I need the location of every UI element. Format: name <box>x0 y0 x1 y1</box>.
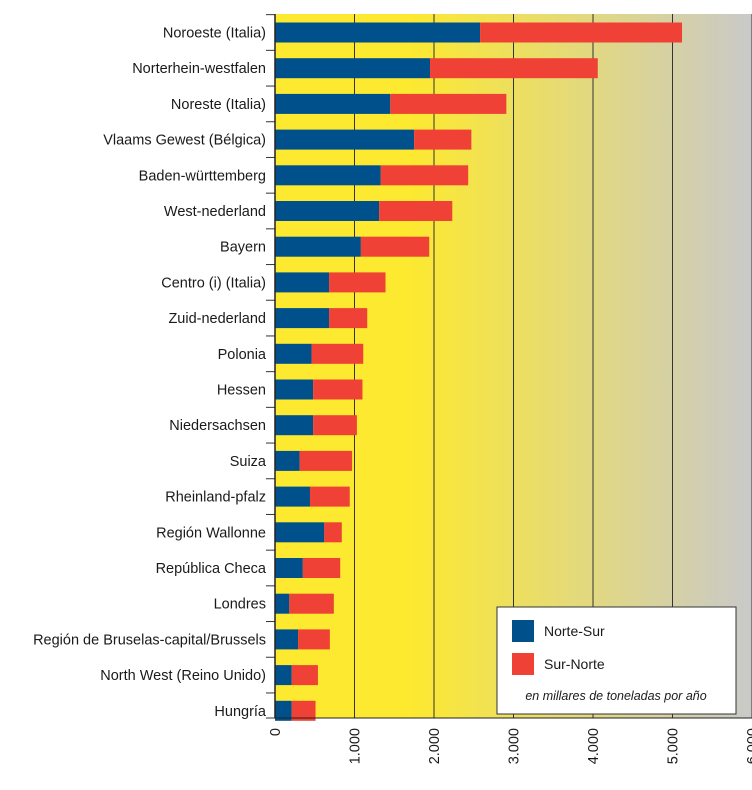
bar-segment-norte-sur <box>275 272 329 292</box>
legend-swatch-norte-sur <box>512 620 534 642</box>
category-label: Hungría <box>214 704 267 720</box>
bar-segment-sur-norte <box>414 130 471 150</box>
category-label: Suiza <box>230 454 267 470</box>
category-labels: Noroeste (Italia) Norterhein-westfalen Nor… <box>33 26 267 720</box>
legend-label-sur-norte: Sur-Norte <box>544 656 605 672</box>
bar-segment-sur-norte <box>303 558 340 578</box>
bar-segment-sur-norte <box>292 665 318 685</box>
x-tick-label: 5.000 <box>666 728 682 764</box>
category-label: Zuid-nederland <box>168 311 266 327</box>
category-label: Baden-württemberg <box>139 168 266 184</box>
x-tick-label: 3.000 <box>507 728 523 764</box>
bar-segment-norte-sur <box>275 237 361 257</box>
bar-segment-norte-sur <box>275 665 292 685</box>
bar-segment-norte-sur <box>275 522 324 542</box>
bar-segment-norte-sur <box>275 308 329 328</box>
bar-segment-norte-sur <box>275 487 310 507</box>
bar-segment-norte-sur <box>275 594 289 614</box>
bar-segment-norte-sur <box>275 165 381 185</box>
bar-segment-norte-sur <box>275 344 312 364</box>
category-label: Rheinland-pfalz <box>165 490 266 506</box>
bar-segment-sur-norte <box>390 94 506 114</box>
bar-segment-sur-norte <box>313 380 362 400</box>
legend-unit-note: en millares de toneladas por año <box>525 689 706 703</box>
x-tick-labels: 0 1.000 2.000 3.000 4.000 5.000 6.000 <box>268 728 752 764</box>
category-label: Niedersachsen <box>169 418 266 434</box>
legend: Norte-Sur Sur-Norte en millares de tonel… <box>497 607 736 714</box>
bar-segment-norte-sur <box>275 94 390 114</box>
category-label: Hessen <box>217 383 266 399</box>
bar-segment-norte-sur <box>275 415 313 435</box>
category-label: Noreste (Italia) <box>171 97 266 113</box>
bar-segment-sur-norte <box>379 201 452 221</box>
x-tick-label: 4.000 <box>586 728 602 764</box>
bar-segment-sur-norte <box>361 237 429 257</box>
bar-segment-norte-sur <box>275 451 300 471</box>
category-label: West-nederland <box>164 204 266 220</box>
bar-segment-norte-sur <box>275 380 313 400</box>
bar-segment-sur-norte <box>324 522 341 542</box>
category-label: República Checa <box>156 561 267 577</box>
bar-segment-sur-norte <box>300 451 352 471</box>
category-label: Noroeste (Italia) <box>163 26 266 42</box>
bar-segment-sur-norte <box>313 415 357 435</box>
category-label: North West (Reino Unido) <box>100 668 266 684</box>
x-tick-label: 0 <box>268 728 284 736</box>
x-tick-label: 2.000 <box>427 728 443 764</box>
category-label: Norterhein-westfalen <box>132 61 266 77</box>
bar-segment-sur-norte <box>430 58 598 78</box>
category-label: Bayern <box>220 240 266 256</box>
category-label: Polonia <box>218 347 267 363</box>
category-label: Londres <box>214 597 266 613</box>
bar-segment-sur-norte <box>329 272 385 292</box>
bar-segment-sur-norte <box>329 308 367 328</box>
category-label: Región de Bruselas-capital/Brussels <box>33 632 266 648</box>
bar-segment-norte-sur <box>275 558 303 578</box>
bar-segment-sur-norte <box>310 487 350 507</box>
category-label: Región Wallonne <box>156 525 266 541</box>
bar-segment-sur-norte <box>480 23 682 43</box>
x-tick-label: 1.000 <box>348 728 364 764</box>
bar-segment-norte-sur <box>275 58 430 78</box>
bar-segment-sur-norte <box>289 594 334 614</box>
category-label: Centro (i) (Italia) <box>161 275 266 291</box>
bar-segment-norte-sur <box>275 201 379 221</box>
legend-label-norte-sur: Norte-Sur <box>544 623 605 639</box>
bar-segment-sur-norte <box>312 344 364 364</box>
legend-swatch-sur-norte <box>512 653 534 675</box>
bar-segment-norte-sur <box>275 629 298 649</box>
category-label: Vlaams Gewest (Bélgica) <box>103 133 266 149</box>
bar-segment-sur-norte <box>381 165 468 185</box>
bar-segment-norte-sur <box>275 23 480 43</box>
bar-segment-sur-norte <box>298 629 330 649</box>
bar-segment-norte-sur <box>275 130 414 150</box>
x-tick-label: 6.000 <box>745 728 752 764</box>
